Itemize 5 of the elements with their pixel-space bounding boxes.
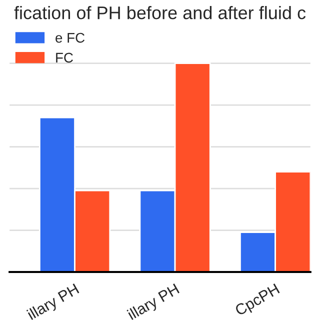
- chart-title: fication of PH before and after fluid c: [14, 6, 306, 20]
- x-tick-label: illary PH: [126, 283, 182, 320]
- x-tick-label: illary PH: [26, 283, 81, 320]
- legend-label: FC: [56, 52, 73, 63]
- legend-label: e FC: [56, 32, 85, 43]
